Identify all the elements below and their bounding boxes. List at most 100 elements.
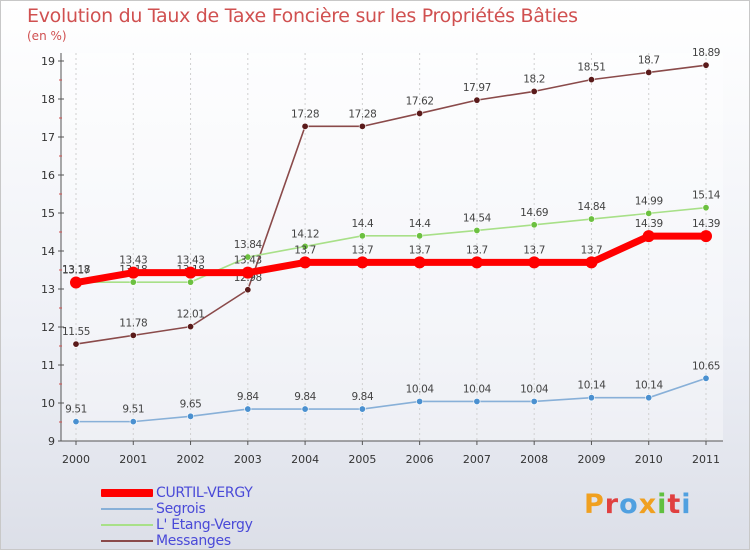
- data-point: [530, 397, 538, 405]
- x-tick-label: 2004: [291, 453, 319, 466]
- data-label: 9.65: [180, 398, 202, 410]
- y-tick-label: 15: [41, 207, 55, 220]
- legend-label-segrois: Segrois: [156, 501, 206, 517]
- data-label: 18.89: [692, 47, 720, 59]
- data-label: 18.7: [638, 54, 660, 66]
- data-point: [129, 278, 137, 286]
- data-point: [129, 418, 137, 426]
- data-point: [184, 266, 197, 279]
- data-point: [301, 242, 309, 250]
- data-point: [587, 76, 595, 84]
- y-unit-label: (en %): [27, 29, 67, 43]
- data-point: [301, 122, 309, 130]
- y-tick-label: 18: [41, 93, 55, 106]
- data-label: 13.84: [234, 239, 263, 251]
- y-tick-label: 19: [41, 55, 55, 68]
- data-point: [72, 340, 80, 348]
- data-label: 14.84: [577, 201, 606, 213]
- data-point: [358, 232, 366, 240]
- data-label: 14.69: [520, 207, 548, 219]
- data-label: 14.54: [463, 212, 492, 224]
- legend-swatch-etang-vergy: [101, 524, 153, 526]
- data-point: [70, 276, 82, 289]
- data-label: 10.04: [463, 383, 492, 395]
- y-tick-label: 17: [41, 131, 55, 144]
- y-tick-label: 10: [41, 397, 55, 410]
- x-tick-label: 2008: [520, 453, 548, 466]
- data-point: [413, 256, 426, 269]
- data-point: [473, 96, 481, 104]
- data-point: [129, 331, 137, 339]
- legend-label-curtil-vergy: CURTIL-VERGY: [156, 485, 253, 501]
- data-label: 14.99: [635, 195, 663, 207]
- data-point: [416, 397, 424, 405]
- data-label: 17.97: [463, 82, 491, 94]
- y-tick-label: 11: [41, 359, 55, 372]
- data-label: 11.55: [62, 326, 90, 338]
- data-point: [530, 87, 538, 95]
- data-label: 13.7: [409, 244, 431, 256]
- legend-swatch-messanges: [101, 540, 153, 542]
- data-label: 14.39: [635, 218, 663, 230]
- data-label: 17.28: [348, 108, 376, 120]
- data-label: 10.04: [406, 383, 435, 395]
- logo-letter: r: [604, 489, 620, 520]
- x-tick-label: 2000: [62, 453, 90, 466]
- legend-label-messanges: Messanges: [156, 533, 231, 549]
- logo-letter: t: [667, 489, 682, 520]
- series-line: [75, 64, 707, 345]
- data-label: 13.7: [466, 244, 488, 256]
- data-label: 10.14: [577, 380, 606, 392]
- x-tick-label: 2007: [463, 453, 491, 466]
- logo-letter: i: [657, 489, 668, 520]
- data-point: [702, 204, 710, 212]
- data-point: [301, 405, 309, 413]
- data-point: [587, 394, 595, 402]
- y-tick-label: 12: [41, 321, 55, 334]
- x-tick-label: 2002: [177, 453, 205, 466]
- data-label: 14.39: [692, 218, 720, 230]
- data-label: 9.51: [122, 404, 144, 416]
- data-point: [473, 226, 481, 234]
- data-point: [244, 253, 252, 261]
- data-label: 13.7: [351, 244, 373, 256]
- series-line: [75, 232, 706, 286]
- data-point: [587, 215, 595, 223]
- data-point: [470, 256, 483, 269]
- logo-letter: i: [681, 489, 692, 520]
- data-point: [358, 405, 366, 413]
- data-label: 17.62: [406, 95, 434, 107]
- data-point: [72, 418, 80, 426]
- data-point: [702, 374, 710, 382]
- data-point: [244, 286, 252, 294]
- data-label: 13.7: [294, 244, 316, 256]
- data-point: [416, 232, 424, 240]
- x-tick-label: 2005: [348, 453, 376, 466]
- chart-title: Evolution du Taux de Taxe Foncière sur l…: [27, 5, 578, 27]
- data-label: 10.65: [692, 360, 720, 372]
- data-point: [530, 221, 538, 229]
- data-label: 9.84: [237, 391, 259, 403]
- data-point: [187, 323, 195, 331]
- data-label: 18.51: [577, 62, 605, 74]
- data-point: [702, 61, 710, 69]
- data-label: 13.18: [62, 264, 90, 276]
- data-point: [642, 230, 655, 243]
- data-label: 9.84: [294, 391, 316, 403]
- x-tick-label: 2009: [577, 453, 605, 466]
- data-point: [645, 68, 653, 76]
- x-tick-label: 2006: [406, 453, 434, 466]
- data-label: 10.04: [520, 383, 549, 395]
- data-point: [244, 405, 252, 413]
- data-point: [127, 266, 140, 279]
- data-point: [356, 256, 369, 269]
- x-tick-label: 2003: [234, 453, 262, 466]
- data-label: 13.43: [177, 255, 205, 267]
- data-label: 13.17: [62, 265, 90, 277]
- data-point: [645, 209, 653, 217]
- series-line: [76, 206, 707, 283]
- legend-swatch-curtil-vergy: [101, 489, 153, 497]
- x-tick-label: 2001: [119, 453, 147, 466]
